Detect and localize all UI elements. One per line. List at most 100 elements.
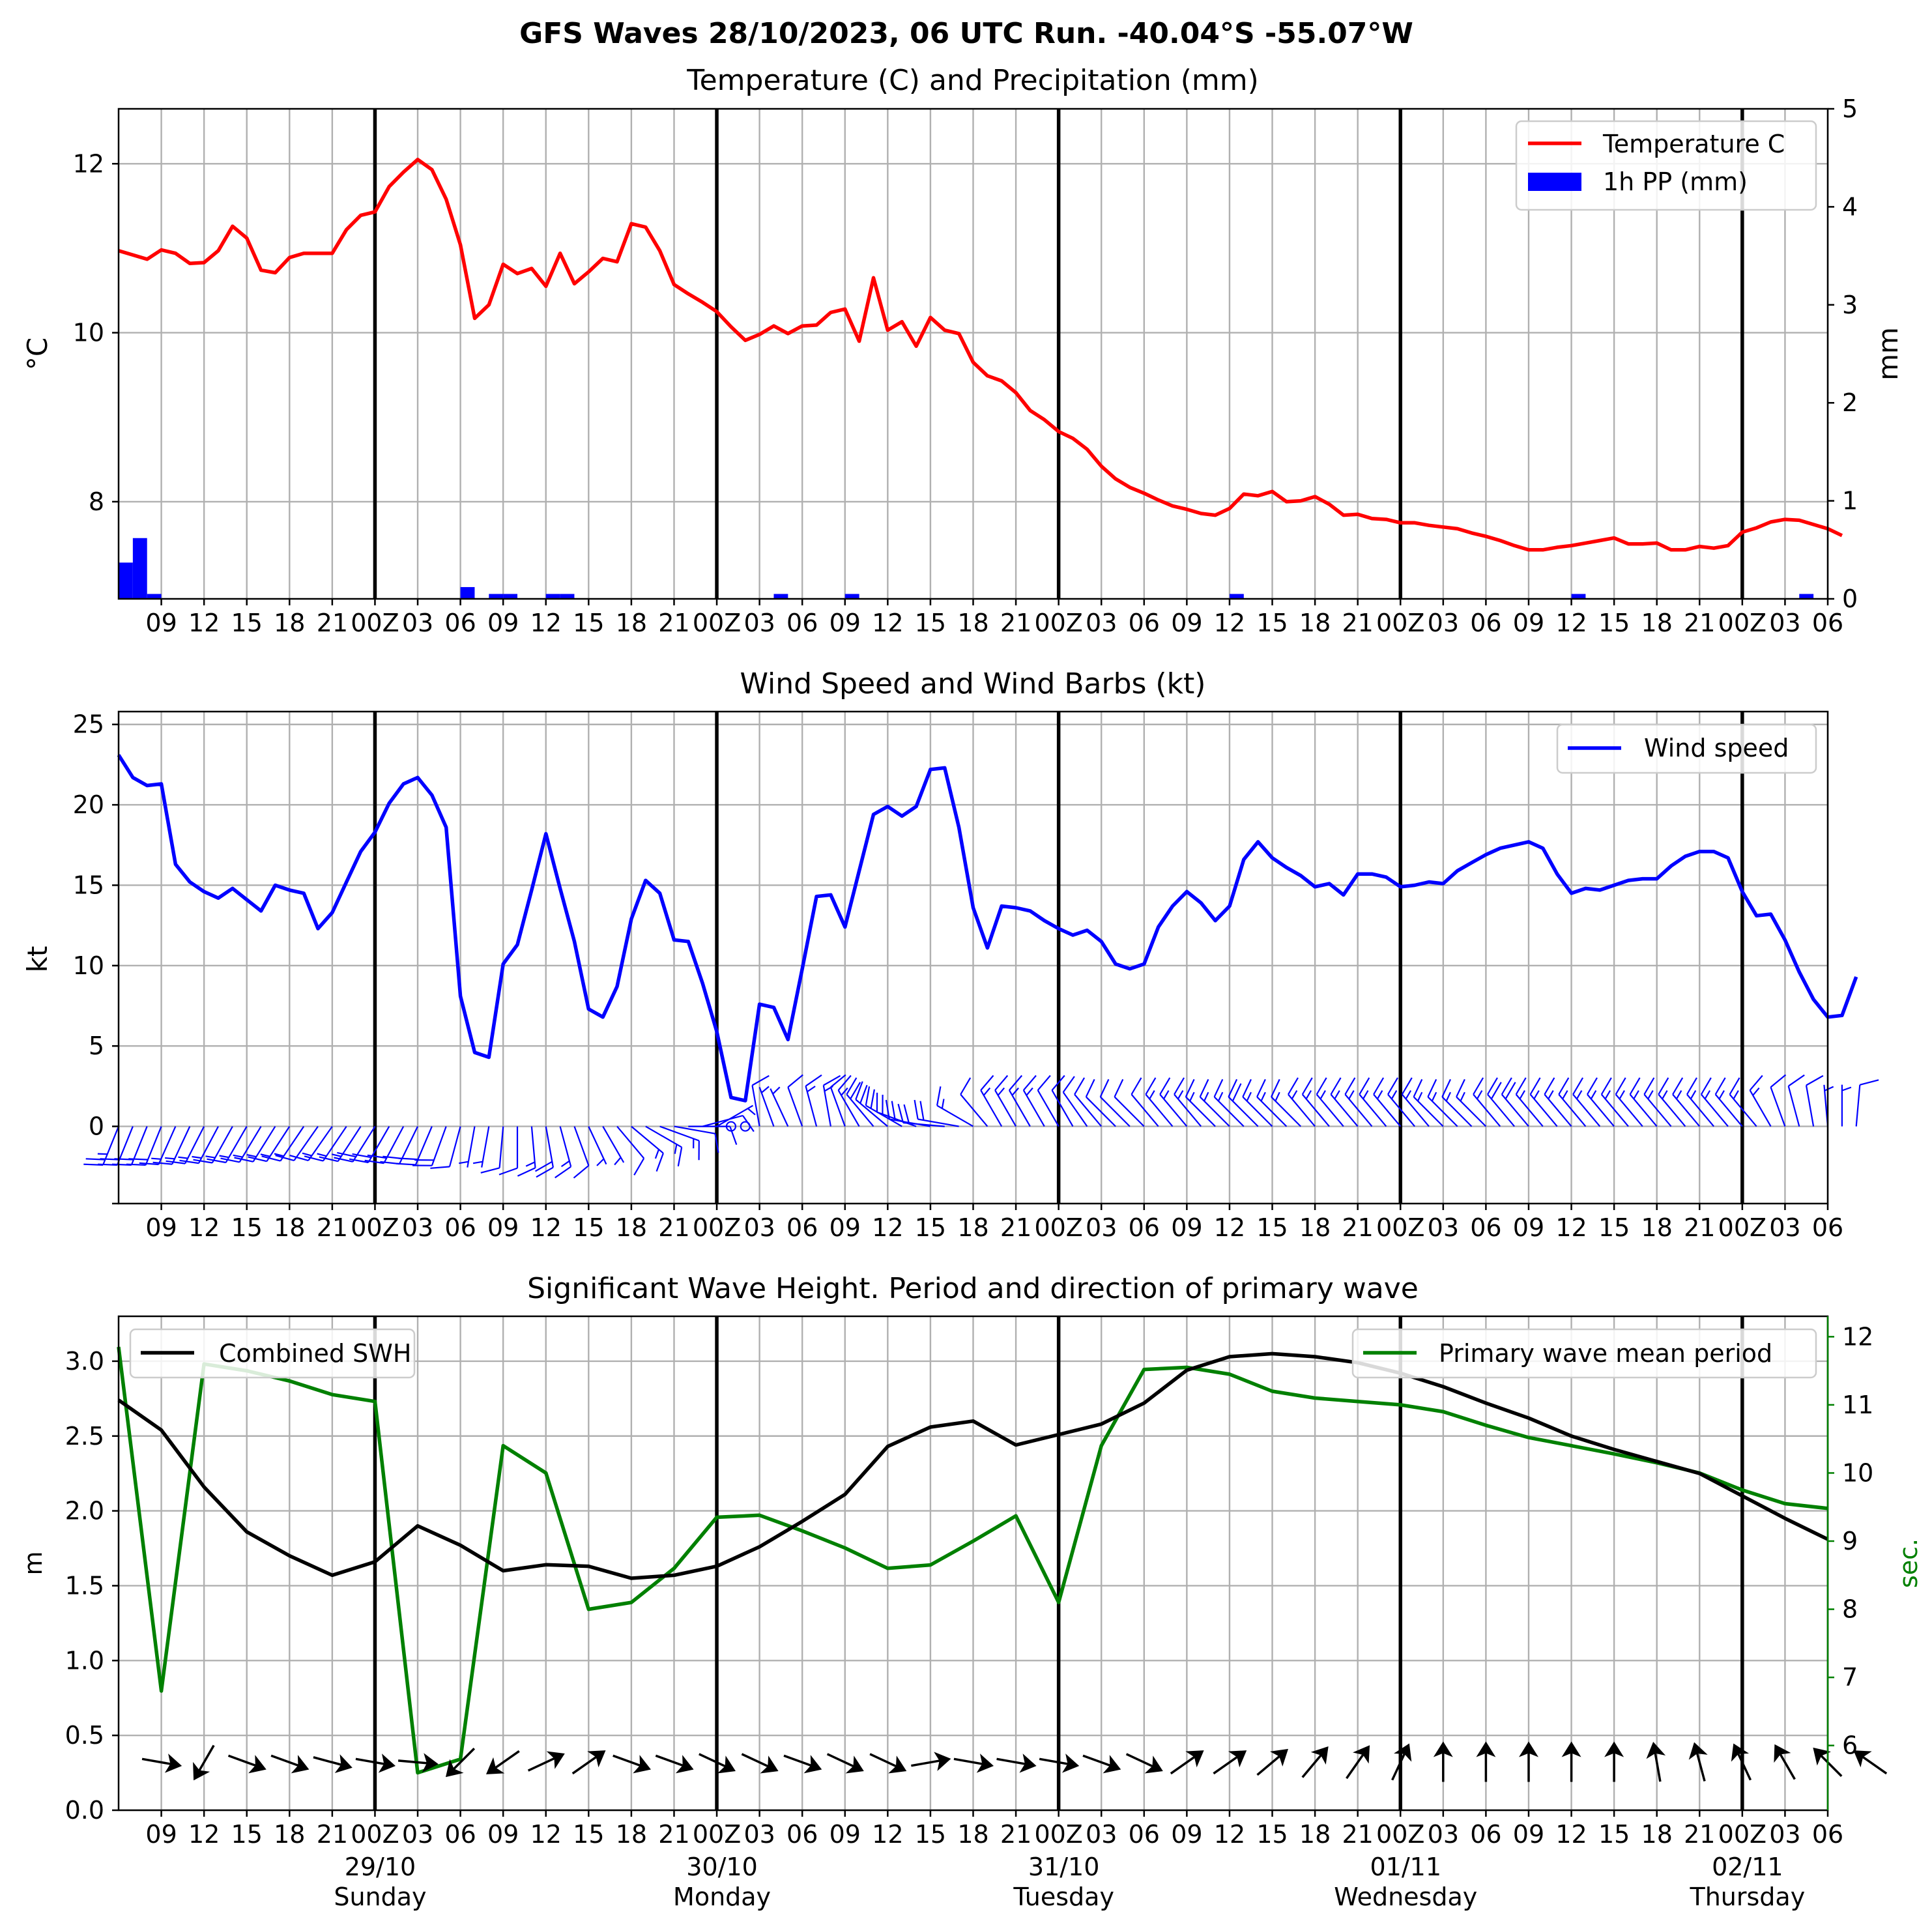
- arrow-shaft: [1346, 1754, 1364, 1780]
- x-tick-label: 15: [915, 609, 946, 637]
- x-tick-label: 15: [1256, 1820, 1288, 1849]
- wind-barb: [805, 1074, 822, 1127]
- y2-tick-label: 3: [1842, 291, 1858, 319]
- x-tick-label: 12: [1214, 1820, 1245, 1849]
- x-tick-label: 03: [402, 1213, 433, 1242]
- wind-y-label: kt: [22, 946, 53, 973]
- wind-barb: [1387, 1077, 1415, 1127]
- arrow-head: [1394, 1743, 1412, 1762]
- arrow-shaft: [1654, 1753, 1662, 1782]
- wind-barb: [152, 1126, 191, 1165]
- wind-barb: [936, 1086, 974, 1127]
- x-tick-label: 18: [1299, 609, 1331, 637]
- arrow-head: [888, 1755, 907, 1774]
- x-tick-label: 12: [1555, 1820, 1587, 1849]
- x-tick-label: 21: [658, 1213, 689, 1242]
- temperature-precip-panel: Temperature (C) and Precipitation (mm) 8…: [22, 64, 1904, 637]
- wind-barb: [83, 1126, 120, 1166]
- y-tick-label: 0.5: [65, 1721, 104, 1750]
- wind-barb: [1159, 1077, 1188, 1127]
- wave-direction-arrows: [141, 1741, 1888, 1782]
- x-tick-label: 18: [957, 1213, 988, 1242]
- swh-legend: Combined SWH: [129, 1328, 416, 1379]
- x-tick-label: 09: [145, 609, 177, 637]
- x-tick-label: 09: [829, 1820, 861, 1849]
- wind-x-ticks: 09 12 15 18 21 00Z 03 06 09 12 15 18 21 00Z 03 06 09 12 15…: [145, 1204, 1843, 1242]
- wind-barb: [1022, 1075, 1045, 1127]
- arrow-head: [546, 1751, 565, 1769]
- x-tick-label: 03: [1769, 609, 1800, 637]
- y2-tick-label: 12: [1842, 1322, 1873, 1351]
- x-tick-label: 21: [317, 1820, 348, 1849]
- wave-direction-arrow: [1213, 1750, 1247, 1775]
- arrow-shaft: [453, 1748, 476, 1770]
- wind-barb: [1114, 1078, 1145, 1127]
- wave-x-ticks: 09 12 15 18 21 00Z 03 06 09 12 15 18 21 00Z 03 06 09 12 15…: [145, 1810, 1843, 1849]
- wind-barb: [980, 1075, 1003, 1127]
- wind-barb: [179, 1126, 219, 1164]
- arrow-head: [1269, 1748, 1289, 1767]
- arrow-head: [976, 1754, 994, 1773]
- arrow-shaft: [1170, 1756, 1195, 1775]
- x-tick-label: 18: [1641, 1820, 1673, 1849]
- x-tick-label: 12: [188, 609, 220, 637]
- precip-bar: [460, 586, 475, 599]
- temperature-panel-title: Temperature (C) and Precipitation (mm): [686, 64, 1259, 97]
- x-tick-label: 12: [530, 1213, 562, 1242]
- wave-period-line: [117, 1346, 1828, 1775]
- wave-direction-arrow: [1082, 1754, 1121, 1774]
- precip-bar: [132, 538, 147, 599]
- y-tick-label: 0.0: [65, 1796, 104, 1825]
- wind-barb: [602, 1126, 625, 1166]
- arrow-shaft: [1301, 1754, 1322, 1778]
- wind-barb: [787, 1074, 803, 1127]
- x-tick-label: 03: [1769, 1213, 1800, 1242]
- arrow-head: [193, 1761, 210, 1781]
- arrow-head: [1688, 1742, 1708, 1760]
- wave-direction-arrow: [699, 1753, 736, 1774]
- x-tick-label: 06: [1129, 1820, 1160, 1849]
- legend-precip-swatch: [1528, 173, 1581, 191]
- x-tick-label: 12: [1214, 609, 1245, 637]
- y2-tick-label: 8: [1842, 1595, 1858, 1624]
- wave-direction-arrow: [826, 1753, 864, 1774]
- wind-barb: [829, 1074, 846, 1127]
- x-tick-label: 18: [1299, 1820, 1331, 1849]
- legend-box: [1515, 120, 1817, 211]
- arrow-head: [1561, 1741, 1581, 1757]
- wind-barb: [1037, 1075, 1060, 1127]
- arrow-shaft: [869, 1753, 897, 1768]
- x-tick-label: 15: [231, 609, 263, 637]
- figure-title: GFS Waves 28/10/2023, 06 UTC Run. -40.04…: [519, 17, 1413, 50]
- x-tick-label: 00Z: [351, 1213, 399, 1242]
- wind-barb: [480, 1126, 504, 1174]
- y-tick-label: 3.0: [65, 1347, 104, 1376]
- wind-barb: [1572, 1077, 1601, 1127]
- arrow-shaft: [1820, 1755, 1843, 1777]
- x-tick-label: 12: [188, 1820, 220, 1849]
- wave-direction-arrow: [1561, 1741, 1581, 1782]
- x-tick-label: 15: [915, 1820, 946, 1849]
- precip-bar: [844, 594, 859, 599]
- wind-barb: [659, 1125, 700, 1161]
- wave-direction-arrow: [1039, 1754, 1080, 1773]
- y2-tick-label: 5: [1842, 94, 1858, 123]
- x-tick-label: 18: [957, 609, 988, 637]
- arrow-shaft: [1256, 1755, 1280, 1776]
- x-tick-label: 06: [1470, 1820, 1501, 1849]
- wind-barb: [1373, 1077, 1402, 1127]
- temperature-line: [118, 158, 1843, 552]
- wave-direction-arrow: [1646, 1741, 1666, 1782]
- wave-direction-arrow: [485, 1750, 520, 1774]
- x-tick-label: 06: [786, 1820, 818, 1849]
- x-tick-label: 00Z: [1034, 609, 1082, 637]
- x-tick-label: 15: [231, 1820, 263, 1849]
- x-tick-label: 00Z: [351, 609, 399, 637]
- x-tick-label: 21: [1342, 1820, 1373, 1849]
- wind-barb: [1427, 1078, 1458, 1127]
- x-tick-label: 15: [573, 609, 604, 637]
- wind-barb: [846, 1077, 874, 1127]
- x-tick-label: 09: [1513, 1213, 1544, 1242]
- x-tick-label: 12: [872, 609, 903, 637]
